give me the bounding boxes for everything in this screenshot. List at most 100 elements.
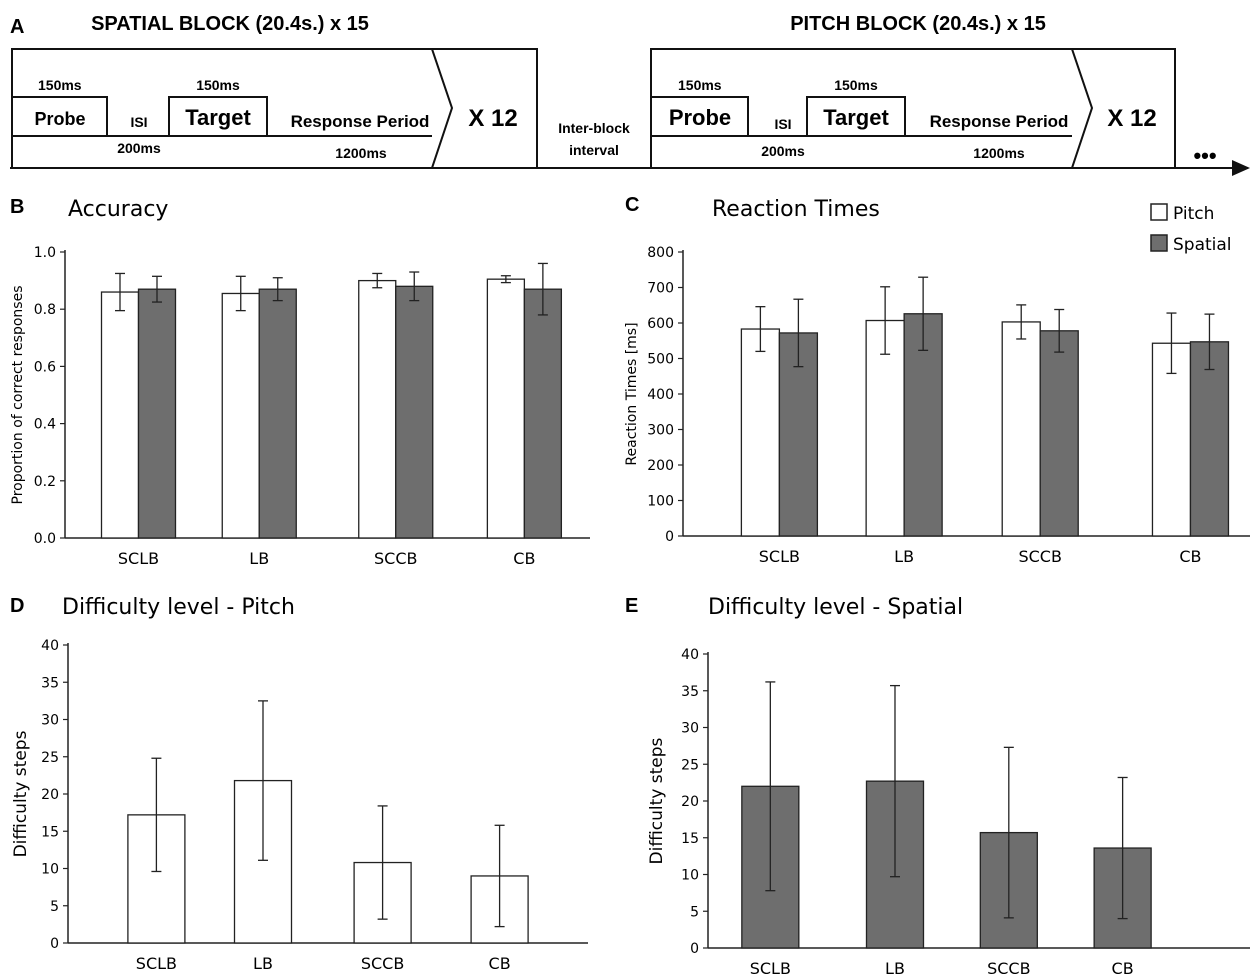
pitch-target-box [806, 96, 906, 137]
x-tick-label-c: SCLB [759, 547, 800, 566]
x-tick-label-e: SCCB [987, 959, 1030, 978]
error-bar-c-spatial-sclb [793, 298, 804, 368]
spatial-trial-chevron [12, 48, 454, 169]
y-tick-label-b: 0.0 [34, 531, 56, 547]
spatial-probe-label: Probe [34, 109, 85, 129]
y-axis-label-e: Difficulty steps [647, 737, 667, 864]
error-bar-d-pitch-cb [494, 824, 505, 928]
panel-a: A SPATIAL BLOCK (20.4s.) x 15 150ms Prob… [10, 13, 1250, 176]
chart-title-d: Difficulty level - Pitch [62, 595, 295, 620]
pitch-response-duration: 1200ms [973, 145, 1025, 161]
x-tick-label-e: SCLB [750, 959, 791, 978]
x-tick-label-e: CB [1112, 959, 1134, 978]
error-bar-e-spatial-sccb [1003, 746, 1014, 919]
x-tick-label-b: LB [249, 549, 269, 568]
legend-label-pitch: Pitch [1173, 204, 1214, 224]
error-bar-e-spatial-sclb [765, 681, 776, 892]
panel-e-label: E [625, 595, 638, 617]
y-tick-label-e: 20 [681, 794, 699, 810]
error-bar-b-pitch-sclb [115, 272, 125, 312]
panel-d-difficulty-pitch-chart: D Difficulty level - Pitch Difficulty ste… [10, 595, 588, 973]
error-bar-c-spatial-lb [918, 276, 929, 351]
error-bar-e-spatial-lb [889, 684, 900, 878]
pitch-repeat-label: X 12 [1107, 105, 1156, 132]
error-bar-c-spatial-cb [1204, 313, 1215, 371]
x-tick-label-c: LB [894, 547, 914, 566]
y-tick-label-d: 30 [41, 713, 59, 729]
panel-b-accuracy-chart: B Accuracy Proportion of correct response… [10, 196, 590, 568]
spatial-target-label: Target [185, 105, 251, 130]
chart-title-e: Difficulty level - Spatial [708, 595, 963, 620]
spatial-target-duration: 150ms [196, 77, 240, 93]
y-tick-label-d: 15 [41, 824, 59, 840]
y-tick-label-c: 400 [647, 387, 674, 403]
error-bar-b-spatial-lb [272, 277, 283, 302]
y-tick-label-d: 25 [41, 750, 59, 766]
error-bar-c-pitch-lb [880, 286, 891, 355]
y-tick-label-e: 15 [681, 831, 699, 847]
x-tick-label-c: SCCB [1018, 547, 1061, 566]
chart-title-c: Reaction Times [712, 197, 880, 222]
bar-b-pitch-cb [486, 278, 526, 539]
pitch-target-duration: 150ms [834, 77, 878, 93]
spatial-target-box [168, 96, 268, 137]
error-bar-c-spatial-sccb [1054, 308, 1065, 353]
y-tick-label-e: 40 [681, 647, 699, 663]
y-tick-label-c: 0 [665, 529, 674, 545]
y-tick-label-d: 20 [41, 787, 59, 803]
pitch-block: PITCH BLOCK (20.4s.) x 15 150ms Probe IS… [650, 13, 1176, 169]
y-tick-label-d: 35 [41, 675, 59, 691]
pitch-isi-duration: 200ms [761, 143, 805, 159]
x-tick-label-d: SCCB [361, 954, 404, 973]
y-tick-label-b: 0.8 [34, 302, 56, 318]
y-tick-label-c: 800 [647, 245, 674, 261]
panel-c-reaction-times-chart: C Reaction Times Reaction Times [ms] 0 100 2… [624, 194, 1250, 566]
x-tick-label-b: SCLB [118, 549, 159, 568]
x-tick-label-d: SCLB [136, 954, 177, 973]
spatial-repeat-label: X 12 [468, 105, 517, 132]
y-tick-label-c: 200 [647, 458, 674, 474]
spatial-block: SPATIAL BLOCK (20.4s.) x 15 150ms Probe … [11, 13, 538, 169]
y-axis-label-d: Difficulty steps [11, 730, 31, 857]
error-bar-d-pitch-sclb [151, 757, 162, 873]
x-tick-label-b: SCCB [374, 549, 417, 568]
continuation-ellipsis: ••• [1193, 143, 1216, 168]
bar-b-pitch-sccb [358, 279, 397, 539]
error-bar-c-pitch-sclb [755, 306, 766, 353]
error-bar-b-spatial-sclb [152, 275, 162, 303]
y-tick-label-e: 35 [681, 684, 699, 700]
legend-swatch-spatial [1150, 234, 1168, 252]
y-tick-label-e: 5 [690, 904, 699, 920]
y-tick-label-e: 0 [690, 941, 699, 957]
inter-block-label: Inter-block [558, 120, 630, 136]
y-tick-label-c: 600 [647, 316, 674, 332]
inter-block-label-2: interval [569, 142, 619, 158]
y-tick-label-c: 300 [647, 423, 674, 439]
pitch-target-label: Target [823, 105, 889, 130]
y-tick-label-e: 30 [681, 721, 699, 737]
y-tick-label-c: 100 [647, 494, 674, 510]
bar-b-spatial-lb [258, 288, 297, 539]
y-tick-label-e: 25 [681, 757, 699, 773]
spatial-isi-label: ISI [130, 114, 147, 130]
y-tick-label-b: 0.2 [34, 474, 56, 490]
error-bar-d-pitch-lb [258, 700, 268, 861]
spatial-response-label: Response Period [291, 112, 430, 131]
panel-d-label: D [10, 595, 24, 617]
panel-a-label: A [10, 16, 24, 38]
spatial-response-duration: 1200ms [335, 145, 387, 161]
x-tick-label-e: LB [885, 959, 905, 978]
y-tick-label-b: 0.4 [34, 417, 56, 433]
error-bar-b-pitch-cb [500, 275, 511, 284]
error-bar-b-pitch-lb [235, 275, 246, 312]
pitch-probe-label: Probe [669, 105, 731, 130]
error-bar-e-spatial-cb [1117, 776, 1128, 920]
pitch-block-title: PITCH BLOCK (20.4s.) x 15 [790, 13, 1046, 35]
error-bar-b-spatial-sccb [409, 271, 420, 302]
error-bar-c-pitch-sccb [1016, 304, 1027, 340]
legend-swatch-pitch [1150, 203, 1168, 221]
y-tick-label-b: 1.0 [34, 245, 56, 261]
spatial-probe-box [11, 96, 108, 137]
error-bar-b-spatial-cb [537, 262, 548, 316]
